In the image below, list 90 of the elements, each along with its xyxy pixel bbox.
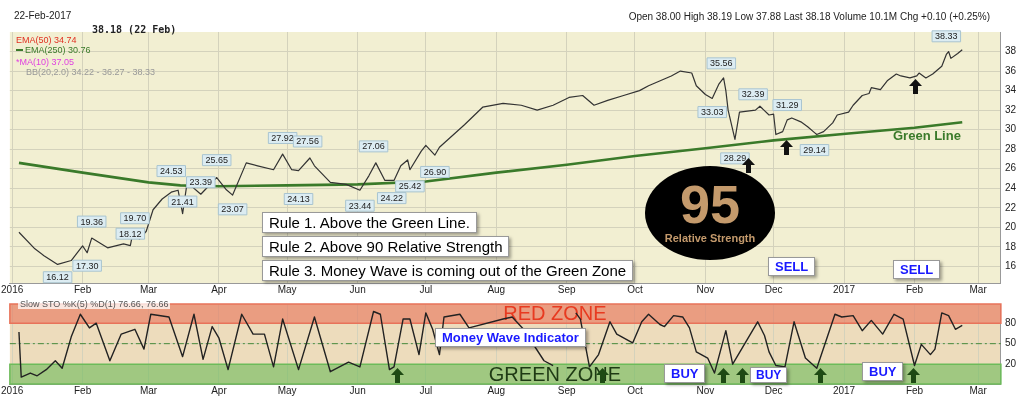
annotation: EMA(50) 34.74: [16, 35, 77, 45]
y-tick-label: 16: [1004, 260, 1017, 272]
chart-subtitle: 22-Feb-2017: [14, 10, 72, 21]
x-tick-label: 2017: [832, 283, 856, 295]
annotation: BB(20,2.0) 34.22 - 36.27 - 38.33: [26, 67, 156, 77]
y-tick-label: 34: [1004, 84, 1017, 96]
x-tick-label: 2017: [832, 384, 856, 396]
annotation: 38.18 (22 Feb): [92, 24, 177, 35]
x-tick-label: 2016: [1, 384, 24, 396]
x-tick-label: Aug: [487, 283, 506, 295]
annotation: 31.29: [775, 100, 799, 111]
x-tick-label: Dec: [764, 384, 783, 396]
annotation: 26.90: [423, 166, 447, 177]
annotation: Green Line: [893, 128, 961, 143]
annotation: 29.14: [803, 145, 826, 156]
annotation: 21.41: [171, 196, 194, 207]
x-tick-label: Nov: [696, 384, 715, 396]
x-tick-label: Sep: [557, 283, 577, 295]
annotation: 27.56: [296, 136, 319, 147]
annotation: 24.22: [380, 193, 403, 204]
annotation: 32.39: [741, 89, 765, 100]
annotation: 95: [678, 174, 742, 234]
x-tick-label: Jun: [349, 283, 366, 295]
x-tick-label: Mar: [969, 283, 988, 295]
x-tick-label: Feb: [73, 283, 92, 295]
x-tick-label: May: [277, 283, 297, 295]
x-tick-label: Nov: [696, 283, 715, 295]
annotation: BUY: [750, 367, 788, 383]
y-tick-label: 80: [1004, 316, 1017, 328]
annotation: 25.42: [398, 181, 422, 192]
x-tick-label: Apr: [211, 283, 228, 295]
annotation: 24.53: [159, 166, 183, 177]
annotation: BUY: [664, 364, 706, 383]
x-tick-label: Oct: [627, 384, 643, 396]
x-tick-label: Feb: [905, 283, 924, 295]
y-tick-label: 30: [1004, 123, 1017, 135]
y-tick-label: 38: [1004, 45, 1017, 57]
x-tick-label: Jul: [419, 384, 433, 396]
x-tick-label: Feb: [905, 384, 924, 396]
band-label: RED ZONE: [503, 302, 607, 325]
annotation: SELL: [768, 257, 816, 276]
annotation: 23.44: [348, 200, 372, 211]
x-tick-label: Aug: [487, 384, 506, 396]
annotation: Rule 2. Above 90 Relative Strength: [262, 236, 510, 257]
annotation: 19.36: [80, 216, 103, 227]
x-tick-label: Jun: [349, 384, 366, 396]
y-tick-label: 28: [1004, 142, 1017, 154]
annotation: 35.56: [710, 58, 733, 69]
y-tick-label: 22: [1004, 201, 1017, 213]
annotation: Rule 3. Money Wave is coming out of the Green Zone: [262, 260, 634, 281]
x-tick-label: Mar: [969, 384, 988, 396]
annotation: 23.39: [189, 177, 213, 188]
x-tick-label: Oct: [627, 283, 643, 295]
y-tick-label: 18: [1004, 240, 1017, 252]
x-tick-label: May: [277, 384, 297, 396]
x-tick-label: Dec: [764, 283, 783, 295]
x-tick-label: Mar: [139, 384, 158, 396]
annotation: 33.03: [700, 107, 724, 118]
annotation: SELL: [893, 260, 941, 279]
annotation: BUY: [862, 362, 904, 381]
annotation: 23.07: [221, 204, 244, 215]
annotation: 25.65: [205, 155, 228, 166]
text: Open 38.00 High 38.19 Low 37.88 Last 38.18 Volume 10.1M Chg +0.10 (+0.25%): [628, 11, 990, 22]
x-tick-label: 2016: [1, 283, 24, 295]
annotation: 16.12: [46, 272, 69, 283]
annotation: Relative Strength: [663, 232, 757, 244]
annotation: 38.33: [935, 31, 958, 42]
x-tick-label: Mar: [139, 283, 158, 295]
annotation: 28.29: [723, 153, 747, 164]
x-tick-label: Apr: [211, 384, 228, 396]
x-tick-label: Feb: [73, 384, 92, 396]
y-tick-label: 20: [1004, 221, 1017, 233]
annotation: 27.92: [271, 132, 294, 143]
annotation: 17.30: [75, 260, 99, 271]
annotation: 24.13: [287, 193, 310, 204]
annotation: 19.70: [123, 213, 147, 224]
annotation: Money Wave Indicator: [435, 328, 586, 347]
y-tick-label: 24: [1004, 182, 1017, 194]
annotation: Rule 1. Above the Green Line.: [262, 212, 477, 233]
y-tick-label: 20: [1004, 357, 1017, 369]
annotation: *MA(10) 37.05: [16, 57, 75, 67]
x-tick-label: Jul: [419, 283, 433, 295]
y-tick-label: 26: [1004, 162, 1017, 174]
y-tick-label: 36: [1004, 64, 1017, 76]
annotation: 27.06: [362, 141, 385, 152]
x-tick-label: Sep: [557, 384, 577, 396]
y-tick-label: 32: [1004, 103, 1017, 115]
legend-label: EMA(250) 30.76: [25, 45, 91, 55]
y-tick-label: 50: [1004, 337, 1017, 349]
annotation: Slow STO %K(5) %D(1) 76.66, 76.66: [18, 299, 171, 309]
